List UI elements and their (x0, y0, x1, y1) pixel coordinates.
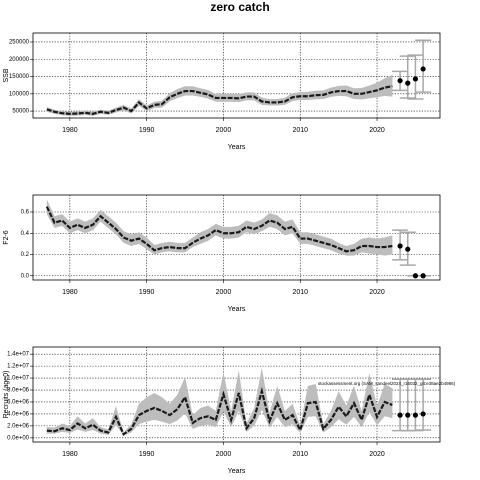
x-axis-label: Years (228, 468, 246, 475)
y-tick-label: 0.0 (21, 273, 30, 279)
x-tick-label: 2020 (369, 451, 385, 458)
x-tick-label: 2020 (369, 289, 385, 296)
projection-point (397, 412, 403, 418)
projection-point (405, 80, 411, 86)
projection-point (405, 246, 411, 252)
plot-frame (32, 194, 441, 281)
plot-frame (32, 346, 441, 443)
y-tick-label: 50000 (12, 109, 29, 115)
x-axis-label: Years (228, 306, 246, 313)
x-tick-label: 1980 (62, 451, 78, 458)
x-tick-label: 2000 (216, 127, 232, 134)
estimate-line (46, 387, 393, 436)
y-tick-label: 8.0e+06 (7, 388, 30, 394)
x-axis-label: Years (228, 144, 246, 151)
y-tick-label: 100000 (9, 91, 30, 97)
y-axis-label: Recruits (age0) (3, 371, 10, 419)
x-tick-label: 2010 (292, 451, 308, 458)
y-tick-label: 1.4e+07 (7, 352, 30, 358)
chart-title: zero catch (210, 0, 269, 14)
projection-point (405, 412, 411, 418)
estimate-line (46, 85, 393, 115)
y-tick-label: 4.0e+06 (7, 411, 30, 417)
projection-point (420, 66, 426, 72)
projection-point (420, 273, 426, 279)
y-tick-label: 150000 (9, 74, 30, 80)
x-tick-label: 1990 (139, 289, 155, 296)
y-axis-label: SSB (3, 68, 10, 82)
projection-point (412, 76, 419, 82)
y-tick-label: 250000 (9, 40, 30, 46)
y-tick-label: 0.6 (21, 210, 30, 216)
y-tick-label: 6.0e+06 (7, 400, 30, 406)
x-tick-label: 2000 (216, 451, 232, 458)
y-tick-label: 2.0e+06 (7, 423, 30, 429)
confidence-band (46, 74, 393, 116)
plot-frame (32, 32, 441, 119)
projection-point (412, 273, 419, 279)
y-tick-label: 0.2 (21, 252, 30, 258)
x-tick-label: 2010 (292, 289, 308, 296)
x-tick-label: 2010 (292, 127, 308, 134)
annotation: stockassessment.org (SAM_sandeel2024_r16… (318, 381, 456, 386)
y-tick-label: 1.2e+07 (7, 364, 30, 370)
projection-point (420, 411, 426, 417)
confidence-band (46, 199, 393, 256)
y-tick-label: 0.4 (21, 231, 30, 237)
x-tick-label: 1980 (62, 127, 78, 134)
estimate-line (45, 206, 393, 253)
confidence-band (46, 367, 393, 436)
y-axis-label: F2-6 (3, 230, 10, 245)
y-tick-label: 200000 (9, 57, 30, 63)
projection-point (397, 243, 403, 249)
x-tick-label: 1990 (139, 451, 155, 458)
x-tick-label: 2000 (216, 289, 232, 296)
y-tick-label: 1.0e+07 (7, 376, 30, 382)
x-tick-label: 2020 (369, 127, 385, 134)
projection-point (412, 412, 419, 418)
x-tick-label: 1990 (139, 127, 155, 134)
projection-point (397, 78, 403, 84)
x-tick-label: 1980 (62, 289, 78, 296)
y-tick-label: 0.0e+00 (7, 435, 30, 441)
